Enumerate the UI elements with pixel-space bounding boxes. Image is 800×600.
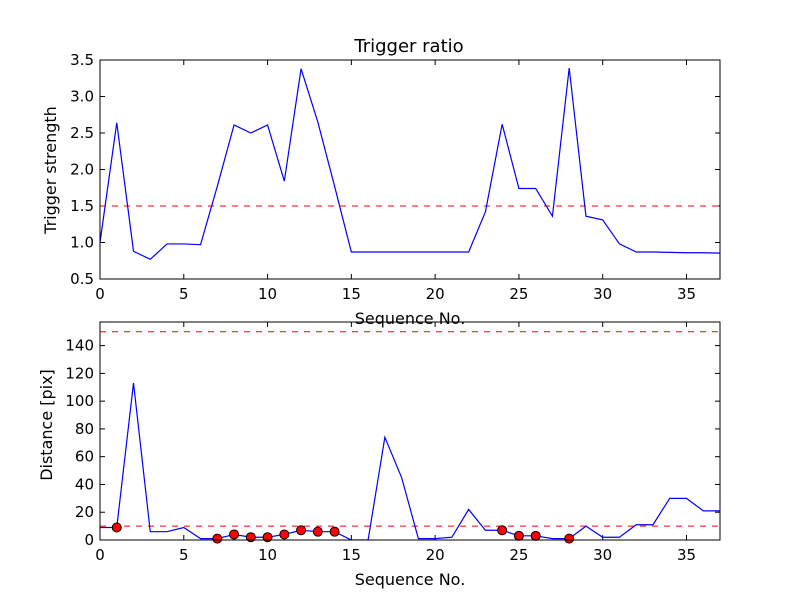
x-tick-label: 0 — [95, 285, 105, 303]
x-tick-label: 5 — [179, 546, 189, 564]
data-point-marker — [279, 529, 290, 540]
x-tick-label: 25 — [509, 285, 528, 303]
x-tick-label: 35 — [677, 285, 696, 303]
x-tick-label: 25 — [509, 546, 528, 564]
x-axis-label: Sequence No. — [355, 309, 466, 328]
distance-threshold-layer — [100, 331, 720, 527]
x-tick-label: 5 — [179, 285, 189, 303]
distance-series-layer — [100, 383, 720, 540]
data-point-marker — [312, 526, 323, 537]
x-tick-label: 15 — [342, 546, 361, 564]
x-tick-label: 30 — [593, 546, 612, 564]
data-point-marker — [329, 526, 340, 537]
trigger-ticks-layer: 0 5 10 15 20 25 30 35 0.5 1.0 1.5 2.0 2.5 3.0 3.5 — [70, 51, 720, 303]
x-tick-label: 35 — [677, 546, 696, 564]
data-point-marker — [530, 530, 541, 541]
data-point-marker — [245, 532, 256, 543]
y-tick-label: 20 — [75, 503, 94, 521]
x-tick-label: 20 — [426, 285, 445, 303]
trigger-series-layer — [100, 67, 720, 261]
distance-plot-frame — [99, 321, 721, 541]
data-series-line — [100, 67, 720, 261]
y-tick-label: 40 — [75, 475, 94, 493]
x-tick-label: 0 — [95, 546, 105, 564]
data-point-marker — [229, 529, 240, 540]
x-tick-label: 10 — [258, 546, 277, 564]
x-tick-label: 10 — [258, 285, 277, 303]
data-point-marker — [111, 522, 122, 533]
x-tick-label: 15 — [342, 285, 361, 303]
y-tick-label: 3.0 — [70, 88, 94, 106]
y-tick-label: 0.5 — [70, 270, 94, 288]
data-series-line — [100, 383, 720, 540]
y-tick-label: 3.5 — [70, 51, 94, 69]
data-point-marker — [212, 533, 223, 544]
y-tick-label: 1.0 — [70, 234, 94, 252]
data-point-marker — [497, 525, 508, 536]
distance-ticks-layer: 0 5 10 15 20 25 30 35 0 20 40 60 80 100 120 140 — [65, 322, 720, 564]
x-axis-label: Sequence No. — [355, 570, 466, 589]
chart-title: Trigger ratio — [353, 36, 463, 57]
y-tick-label: 2.5 — [70, 124, 94, 142]
y-tick-label: 2.0 — [70, 161, 94, 179]
y-axis-label: Trigger strength — [41, 106, 60, 235]
y-tick-label: 1.5 — [70, 197, 94, 215]
trigger-plot-frame — [99, 59, 721, 280]
y-tick-label: 120 — [65, 364, 94, 382]
x-tick-label: 30 — [593, 285, 612, 303]
distance-chart: 0 5 10 15 20 25 30 35 0 20 40 60 80 100 120 140 Sequenc… — [37, 321, 721, 589]
trigger-ratio-chart: Trigger ratio 0 5 10 15 20 25 30 35 0.5 1.0 1.5 2.0… — [41, 36, 721, 328]
data-point-marker — [564, 533, 575, 544]
y-tick-label: 140 — [65, 337, 94, 355]
distance-markers-layer — [111, 522, 575, 544]
y-tick-label: 0 — [84, 531, 94, 549]
y-tick-label: 80 — [75, 420, 94, 438]
x-tick-label: 20 — [426, 546, 445, 564]
data-point-marker — [513, 530, 524, 541]
data-point-marker — [262, 532, 273, 543]
data-point-marker — [296, 525, 307, 536]
y-axis-label: Distance [pix] — [37, 369, 56, 481]
y-tick-label: 60 — [75, 448, 94, 466]
y-tick-label: 100 — [65, 392, 94, 410]
